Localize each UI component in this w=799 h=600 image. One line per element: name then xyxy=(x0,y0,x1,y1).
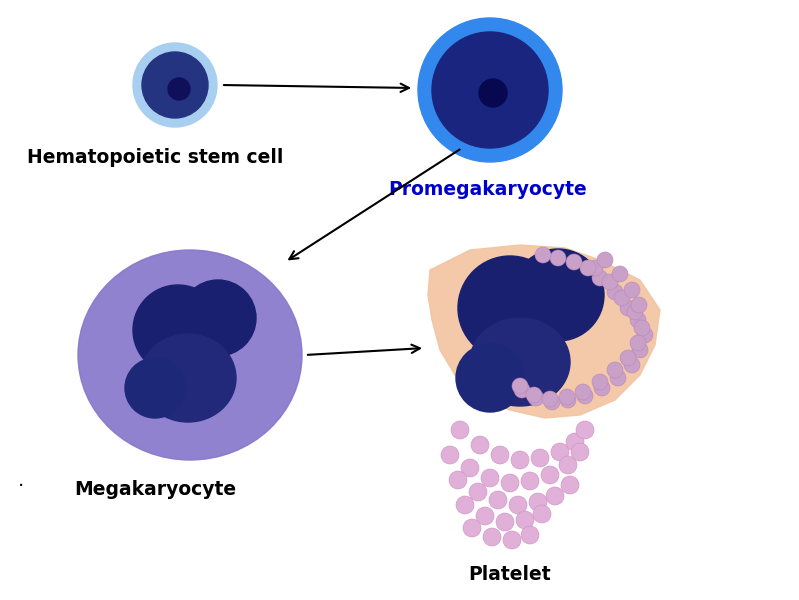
Circle shape xyxy=(624,282,640,298)
Circle shape xyxy=(577,388,593,404)
Ellipse shape xyxy=(470,318,570,406)
Circle shape xyxy=(576,421,594,439)
Circle shape xyxy=(531,449,549,467)
Circle shape xyxy=(456,496,474,514)
Circle shape xyxy=(512,378,528,394)
Text: .: . xyxy=(18,471,24,490)
Circle shape xyxy=(594,380,610,396)
Circle shape xyxy=(489,491,507,509)
Circle shape xyxy=(566,254,582,270)
Circle shape xyxy=(592,270,608,286)
Circle shape xyxy=(607,362,623,378)
Circle shape xyxy=(168,78,190,100)
Circle shape xyxy=(559,389,575,405)
Circle shape xyxy=(602,274,618,290)
Circle shape xyxy=(142,52,208,118)
Circle shape xyxy=(580,260,596,276)
Circle shape xyxy=(612,266,628,282)
Ellipse shape xyxy=(180,280,256,356)
Ellipse shape xyxy=(512,249,604,341)
Circle shape xyxy=(516,511,534,529)
Circle shape xyxy=(501,474,519,492)
Circle shape xyxy=(630,335,646,351)
Circle shape xyxy=(634,320,650,336)
Circle shape xyxy=(481,469,499,487)
Circle shape xyxy=(587,260,603,276)
Circle shape xyxy=(560,392,576,408)
Circle shape xyxy=(463,519,481,537)
Circle shape xyxy=(566,433,584,451)
Circle shape xyxy=(418,18,562,162)
Circle shape xyxy=(637,327,653,343)
Circle shape xyxy=(559,456,577,474)
Circle shape xyxy=(535,247,551,263)
Text: Platelet: Platelet xyxy=(469,565,551,584)
Circle shape xyxy=(597,252,613,268)
Circle shape xyxy=(471,436,489,454)
Circle shape xyxy=(620,350,636,366)
Circle shape xyxy=(509,496,527,514)
Circle shape xyxy=(544,394,560,410)
Circle shape xyxy=(441,446,459,464)
Circle shape xyxy=(550,250,566,266)
Ellipse shape xyxy=(140,334,236,422)
Ellipse shape xyxy=(458,256,562,360)
Circle shape xyxy=(511,451,529,469)
Circle shape xyxy=(546,487,564,505)
Circle shape xyxy=(476,507,494,525)
Circle shape xyxy=(607,284,623,300)
Ellipse shape xyxy=(78,250,302,460)
Circle shape xyxy=(575,384,591,400)
Circle shape xyxy=(526,387,542,403)
Circle shape xyxy=(620,300,636,316)
Circle shape xyxy=(514,382,530,398)
Circle shape xyxy=(592,374,608,390)
Circle shape xyxy=(627,304,643,320)
Text: Megakaryocyte: Megakaryocyte xyxy=(74,480,236,499)
Circle shape xyxy=(451,421,469,439)
Circle shape xyxy=(503,531,521,549)
Circle shape xyxy=(533,505,551,523)
Circle shape xyxy=(610,370,626,386)
Circle shape xyxy=(630,312,646,328)
Circle shape xyxy=(491,446,509,464)
Circle shape xyxy=(631,297,647,313)
Circle shape xyxy=(479,79,507,107)
Circle shape xyxy=(551,443,569,461)
Circle shape xyxy=(483,528,501,546)
Ellipse shape xyxy=(456,344,524,412)
Circle shape xyxy=(461,459,479,477)
Circle shape xyxy=(561,476,579,494)
Ellipse shape xyxy=(125,358,185,418)
Circle shape xyxy=(432,32,548,148)
Circle shape xyxy=(632,342,648,358)
Circle shape xyxy=(528,390,544,406)
Polygon shape xyxy=(428,245,660,418)
Circle shape xyxy=(496,513,514,531)
Circle shape xyxy=(614,290,630,306)
Circle shape xyxy=(529,493,547,511)
Circle shape xyxy=(133,43,217,127)
Circle shape xyxy=(571,443,589,461)
Circle shape xyxy=(542,391,558,407)
Text: Promegakaryocyte: Promegakaryocyte xyxy=(388,180,587,199)
Circle shape xyxy=(521,472,539,490)
Circle shape xyxy=(449,471,467,489)
Text: Hematopoietic stem cell: Hematopoietic stem cell xyxy=(27,148,283,167)
Circle shape xyxy=(541,466,559,484)
Circle shape xyxy=(469,483,487,501)
Circle shape xyxy=(624,357,640,373)
Circle shape xyxy=(521,526,539,544)
Ellipse shape xyxy=(133,285,223,375)
